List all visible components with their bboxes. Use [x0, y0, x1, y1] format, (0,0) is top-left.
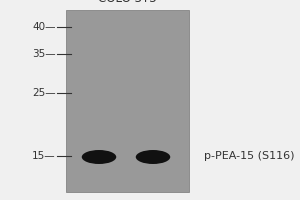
Ellipse shape [136, 150, 170, 164]
Text: COLO 3T3: COLO 3T3 [98, 0, 157, 5]
Ellipse shape [82, 150, 116, 164]
Bar [66, 10, 189, 192]
Text: 25—: 25— [32, 88, 56, 98]
Text: 35—: 35— [32, 49, 56, 59]
Text: p-PEA-15 (S116): p-PEA-15 (S116) [204, 151, 295, 161]
Text: 40—: 40— [32, 22, 56, 32]
Text: 15—: 15— [32, 151, 56, 161]
